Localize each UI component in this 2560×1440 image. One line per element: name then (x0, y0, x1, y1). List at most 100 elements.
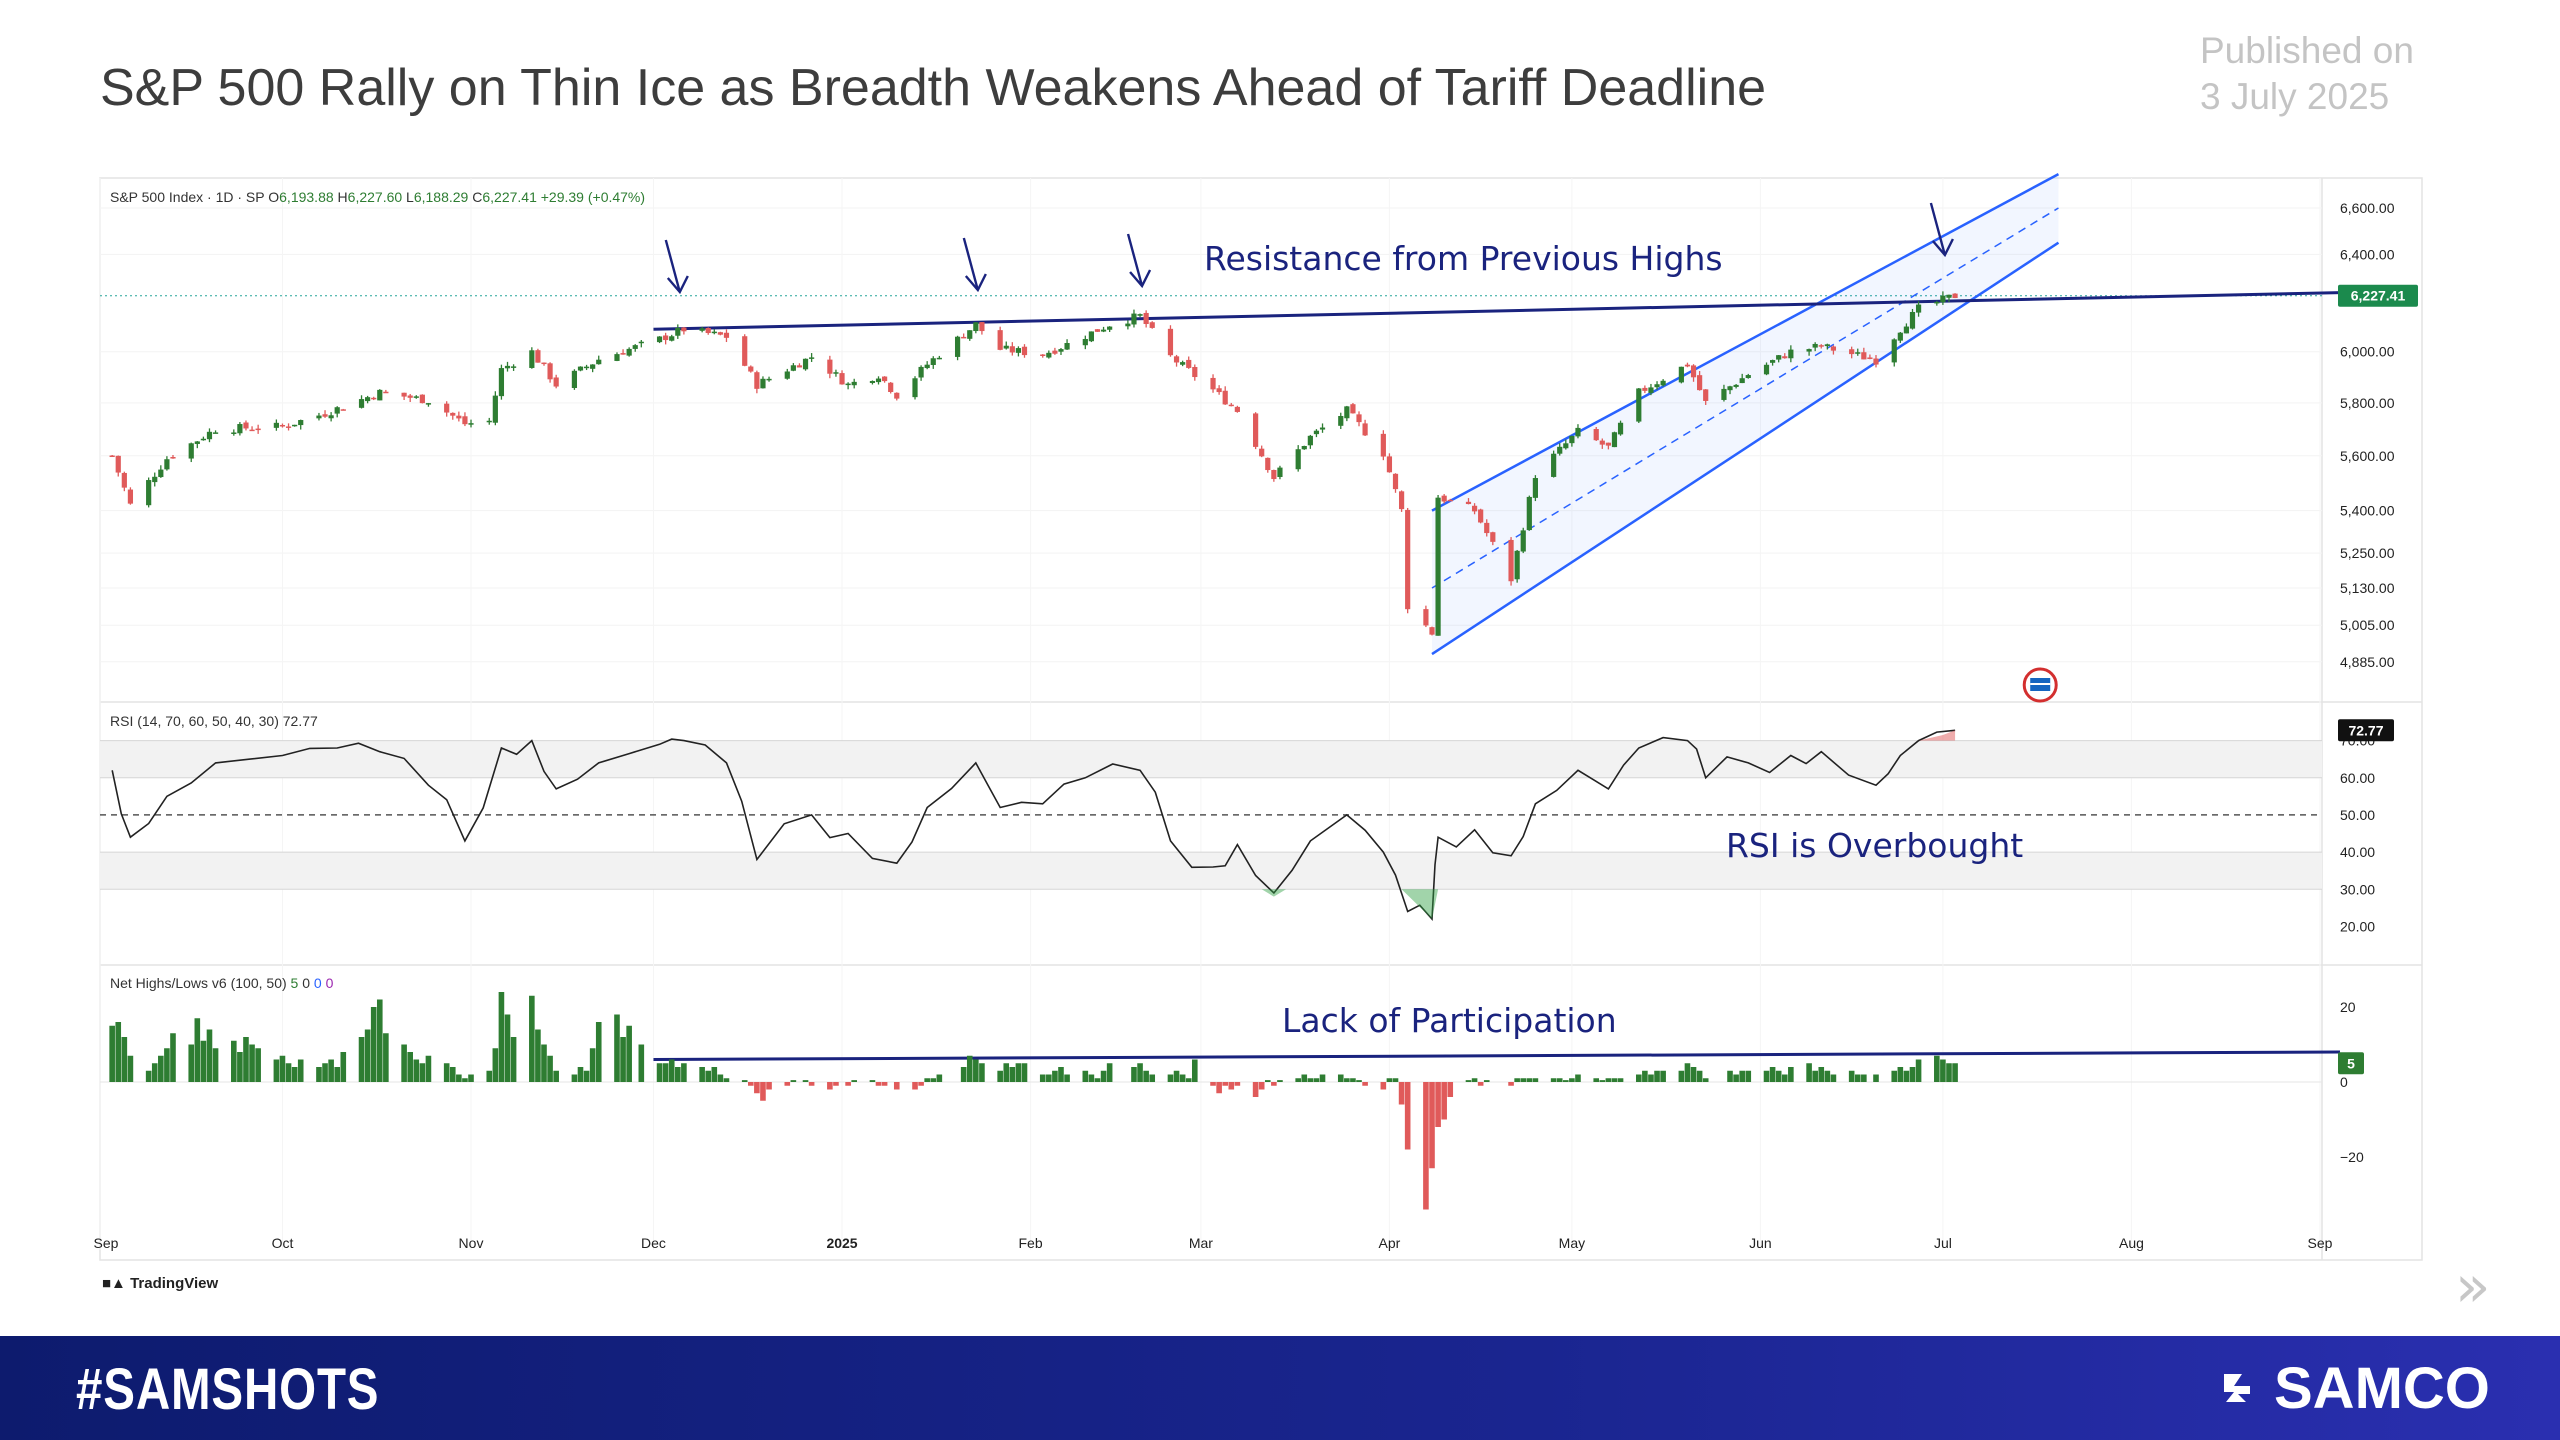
candle (1818, 345, 1824, 347)
nhl-bar (206, 1029, 213, 1082)
candle (1301, 446, 1307, 450)
nhl-bar (1052, 1070, 1058, 1082)
nhl-bar (297, 1059, 304, 1082)
nhl-bar (1891, 1070, 1898, 1082)
candle (1946, 294, 1952, 298)
candle (1173, 356, 1180, 363)
nhl-bar (1447, 1082, 1454, 1097)
candle (1648, 387, 1654, 393)
candle (1551, 453, 1557, 477)
candle (529, 350, 535, 368)
rsi-axis-label: 50.00 (2340, 807, 2375, 823)
candle (383, 391, 389, 394)
candle (1471, 505, 1478, 512)
nhl-bar (1909, 1067, 1916, 1082)
resistance-arrow (664, 239, 681, 293)
candle (1830, 346, 1837, 351)
time-axis-label: Aug (2119, 1235, 2144, 1251)
candle (456, 415, 462, 419)
candle (596, 359, 602, 365)
nhl-bar (1763, 1070, 1770, 1082)
candle (553, 377, 559, 387)
candle (1788, 349, 1794, 359)
candle (875, 378, 882, 383)
nhl-bar (1362, 1082, 1368, 1086)
candle (1052, 350, 1058, 354)
candle (492, 395, 498, 423)
nhl-bar (383, 1033, 389, 1082)
nhl-bar (1234, 1082, 1241, 1086)
nhl-bar (1337, 1074, 1344, 1082)
nhl-bar (316, 1067, 322, 1082)
candle (152, 476, 158, 483)
candle (1228, 404, 1234, 407)
candle (711, 331, 717, 334)
nhl-bar (1179, 1074, 1186, 1082)
candle (1040, 354, 1046, 356)
nhl-bar (443, 1063, 450, 1082)
nhl-bar (845, 1082, 851, 1086)
channel-middle-line (1431, 207, 2059, 589)
candle (1259, 448, 1265, 457)
us-flag-icon (2022, 667, 2058, 703)
candle (273, 422, 279, 428)
nhl-bar (1806, 1063, 1812, 1082)
nhl-bar (547, 1055, 553, 1082)
next-chevron-icon[interactable]: » (2455, 1252, 2491, 1320)
chart-frame (99, 177, 2423, 1261)
candle (1745, 375, 1751, 379)
candle (1435, 497, 1441, 636)
nhl-bar (1569, 1078, 1575, 1082)
price-axis-label: 5,600.00 (2340, 448, 2395, 464)
candle (249, 429, 255, 432)
nhl-bar (1082, 1070, 1089, 1082)
rsi-overbought-band (100, 740, 2322, 778)
candle (1137, 314, 1143, 316)
candle (1697, 375, 1703, 391)
nhl-bar (1277, 1080, 1283, 1082)
candle (845, 383, 851, 386)
candle (158, 469, 164, 478)
nhl-bar (1313, 1078, 1320, 1082)
nhl-bar (875, 1082, 882, 1086)
candle (1064, 343, 1070, 350)
nhl-bar (626, 1025, 632, 1082)
nhl-bar (1678, 1070, 1685, 1082)
candle (577, 366, 584, 371)
nhl-bar (614, 1014, 620, 1082)
nhl-bar (1654, 1070, 1660, 1082)
nhl-bar (1228, 1082, 1235, 1090)
candle (340, 409, 346, 411)
candle (1338, 415, 1344, 426)
price-axis-label: 6,000.00 (2340, 344, 2395, 360)
price-axis-label: 4,885.00 (2340, 654, 2395, 670)
nhl-bar (1873, 1074, 1879, 1082)
nhl-bar (1514, 1078, 1520, 1082)
candle (869, 380, 876, 384)
nhl-bar (376, 999, 383, 1082)
rsi-value: 72.77 (2348, 722, 2383, 738)
nhl-bar (790, 1080, 797, 1082)
nhl-bar (498, 992, 505, 1082)
candle (882, 376, 888, 382)
candle (541, 362, 547, 365)
nhl-bar (1441, 1082, 1447, 1120)
nhl-bar (425, 1055, 432, 1082)
candle (912, 378, 918, 398)
candle (1088, 331, 1094, 342)
nhl-bar (1940, 1059, 1946, 1082)
candle (1599, 440, 1605, 445)
candle (669, 336, 675, 341)
candle (237, 424, 243, 434)
nhl-bar (1471, 1078, 1478, 1082)
nhl-bar (869, 1080, 876, 1082)
nhl-bar (912, 1082, 918, 1090)
candle (1873, 358, 1879, 365)
candle (1167, 328, 1174, 356)
nhl-bar (723, 1078, 730, 1082)
nhl-bar (766, 1082, 772, 1090)
time-axis-label: 2025 (826, 1235, 857, 1251)
candle (979, 322, 985, 332)
candle (1131, 313, 1137, 325)
nhl-bar (1477, 1082, 1484, 1086)
